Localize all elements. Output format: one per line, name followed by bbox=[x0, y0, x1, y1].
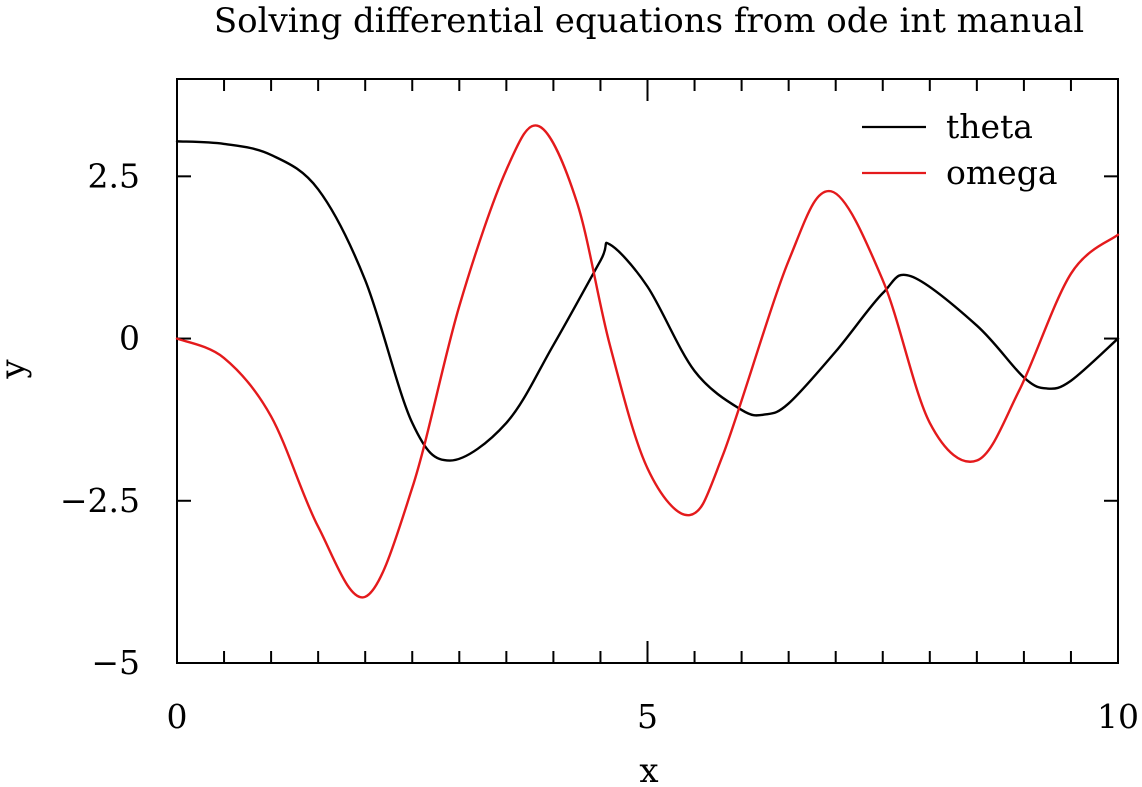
legend-label-omega: omega bbox=[946, 153, 1058, 192]
y-tick-label: 2.5 bbox=[88, 156, 140, 195]
x-tick-label: 0 bbox=[167, 697, 188, 736]
tick-labels: 0 5 10 −5 −2.5 0 2.5 bbox=[60, 156, 1139, 736]
x-tick-label: 5 bbox=[637, 697, 658, 736]
legend: theta omega bbox=[862, 107, 1058, 192]
y-tick-label: −5 bbox=[91, 643, 140, 682]
chart-title: Solving differential equations from ode … bbox=[214, 1, 1084, 41]
series-line-omega bbox=[175, 124, 1120, 599]
axis-ticks bbox=[176, 79, 1119, 664]
y-tick-label: 0 bbox=[119, 319, 140, 358]
legend-label-theta: theta bbox=[946, 107, 1033, 146]
x-axis-label: x bbox=[639, 751, 658, 787]
series-line-theta bbox=[175, 140, 1120, 462]
x-tick-label: 10 bbox=[1097, 697, 1139, 736]
y-tick-label: −2.5 bbox=[60, 481, 140, 520]
series-lines bbox=[175, 124, 1120, 599]
y-axis-label: y bbox=[0, 359, 33, 380]
